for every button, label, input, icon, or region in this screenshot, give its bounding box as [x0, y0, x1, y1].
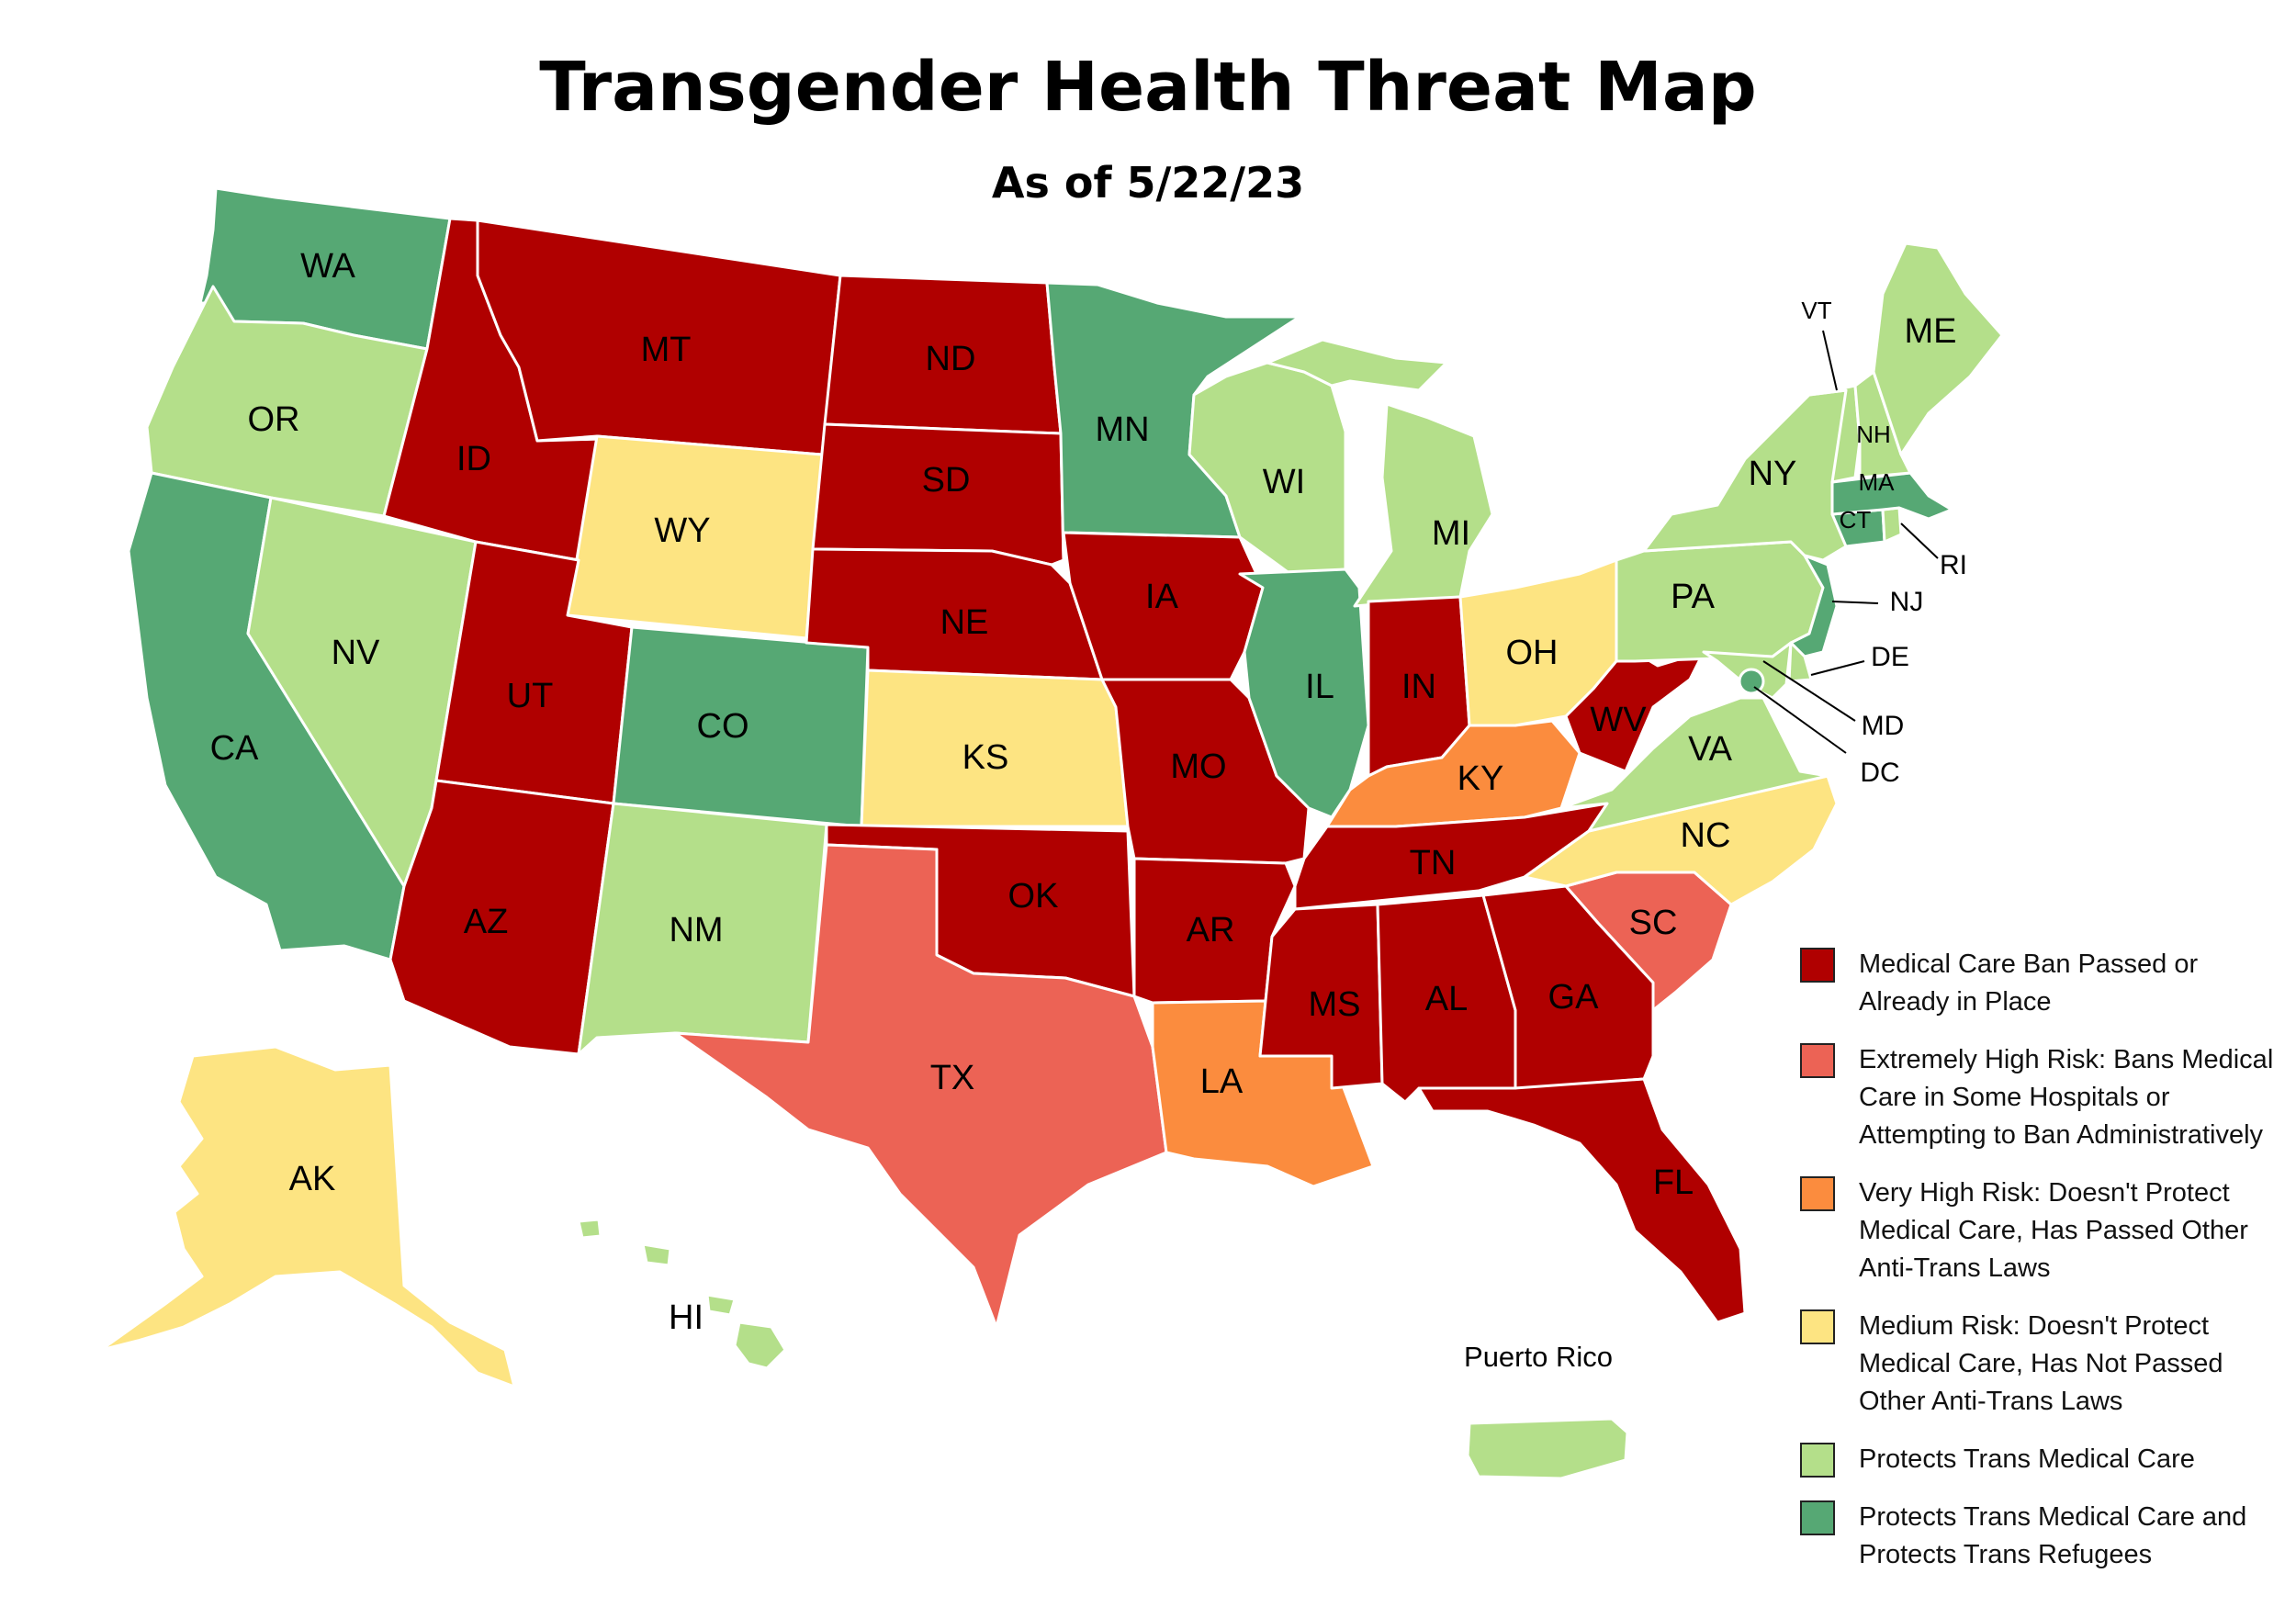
label-tx: TX — [930, 1059, 975, 1097]
legend-swatch-protects — [1800, 1443, 1835, 1478]
label-ar: AR — [1187, 911, 1235, 950]
state-FL[interactable] — [1417, 1077, 1747, 1324]
label-ok: OK — [1008, 877, 1059, 916]
label-nh: NH — [1856, 421, 1891, 448]
leader-vt — [1822, 330, 1838, 391]
label-la: LA — [1200, 1062, 1244, 1101]
label-wy: WY — [654, 511, 710, 550]
label-or: OR — [248, 400, 300, 439]
state-MI[interactable] — [1353, 402, 1494, 608]
label-ma: MA — [1859, 468, 1896, 496]
map-subtitle: As of 5/22/23 — [991, 158, 1305, 208]
state-MI-UP[interactable] — [1266, 338, 1448, 392]
state-IL[interactable] — [1238, 568, 1370, 819]
label-sc: SC — [1629, 904, 1678, 942]
legend-label-protects-refuge: Protects Trans Medical Care and Protects… — [1859, 1502, 2247, 1569]
label-mi: MI — [1432, 514, 1470, 553]
label-wa: WA — [300, 247, 355, 286]
legend-item-medium: Medium Risk: Doesn't Protect Medical Car… — [1800, 1308, 2287, 1421]
legend-item-very-high: Very High Risk: Doesn't Protect Medical … — [1800, 1174, 2287, 1287]
legend-item-extreme: Extremely High Risk: Bans Medical Care i… — [1800, 1041, 2287, 1154]
map-title: Transgender Health Threat Map — [539, 48, 1757, 127]
label-pa: PA — [1671, 578, 1716, 616]
legend-swatch-protects-refuge — [1800, 1500, 1835, 1535]
label-md: MD — [1862, 711, 1905, 741]
state-HI-maui[interactable] — [705, 1293, 737, 1317]
legend-swatch-medium — [1800, 1309, 1835, 1344]
state-AK[interactable] — [99, 1045, 516, 1388]
legend-item-protects-refuge: Protects Trans Medical Care and Protects… — [1800, 1499, 2287, 1574]
label-mo: MO — [1170, 747, 1226, 786]
label-ky: KY — [1458, 759, 1504, 798]
legend-swatch-very-high — [1800, 1176, 1835, 1211]
label-ut: UT — [507, 677, 554, 715]
label-ga: GA — [1548, 978, 1600, 1017]
label-ak: AK — [289, 1160, 336, 1198]
leader-de — [1810, 660, 1865, 676]
label-pr: Puerto Rico — [1464, 1341, 1613, 1373]
label-de: DE — [1871, 642, 1909, 672]
label-in: IN — [1401, 668, 1436, 706]
label-il: IL — [1305, 668, 1334, 706]
label-ia: IA — [1145, 578, 1179, 616]
label-nd: ND — [926, 340, 976, 378]
state-WI[interactable] — [1187, 361, 1347, 576]
label-fl: FL — [1653, 1163, 1694, 1202]
legend-item-protects: Protects Trans Medical Care — [1800, 1441, 2287, 1478]
state-HI-big[interactable] — [733, 1320, 787, 1370]
legend-swatch-extreme — [1800, 1043, 1835, 1078]
label-hi: HI — [669, 1298, 703, 1337]
label-nj: NJ — [1890, 587, 1924, 617]
state-HI-oahu[interactable] — [641, 1242, 672, 1267]
leader-dc — [1753, 686, 1847, 754]
label-mn: MN — [1095, 410, 1149, 449]
legend-item-ban: Medical Care Ban Passed or Already in Pl… — [1800, 946, 2287, 1021]
label-ks: KS — [962, 738, 1009, 777]
territory-PR[interactable] — [1466, 1417, 1629, 1480]
label-nc: NC — [1681, 816, 1731, 855]
legend-swatch-ban — [1800, 948, 1835, 983]
legend-label-very-high: Very High Risk: Doesn't Protect Medical … — [1859, 1178, 2248, 1283]
label-oh: OH — [1506, 634, 1559, 672]
legend-label-extreme: Extremely High Risk: Bans Medical Care i… — [1859, 1045, 2274, 1150]
label-vt: VT — [1801, 297, 1831, 324]
leader-nj — [1831, 601, 1879, 604]
label-mt: MT — [641, 331, 692, 369]
label-ct: CT — [1840, 506, 1872, 534]
state-RI[interactable] — [1881, 506, 1903, 544]
label-az: AZ — [464, 903, 509, 941]
legend-label-protects: Protects Trans Medical Care — [1859, 1444, 2195, 1474]
legend-label-medium: Medium Risk: Doesn't Protect Medical Car… — [1859, 1311, 2223, 1416]
label-va: VA — [1688, 730, 1733, 769]
legend: Medical Care Ban Passed or Already in Pl… — [1800, 946, 2287, 1594]
leader-md — [1762, 660, 1856, 722]
state-VA[interactable] — [1559, 696, 1829, 833]
state-OR[interactable] — [145, 285, 429, 518]
state-DE[interactable] — [1787, 641, 1813, 683]
label-dc: DC — [1860, 758, 1899, 788]
state-HI-kauai[interactable] — [577, 1218, 602, 1240]
state-MA[interactable] — [1830, 471, 1953, 521]
label-nm: NM — [669, 911, 723, 950]
label-al: AL — [1425, 980, 1468, 1018]
state-TX[interactable] — [673, 843, 1168, 1329]
label-nv: NV — [332, 634, 380, 672]
label-co: CO — [697, 707, 749, 746]
state-DC[interactable] — [1738, 668, 1765, 695]
label-id: ID — [456, 440, 491, 478]
leader-ri — [1900, 523, 1939, 559]
label-wi: WI — [1263, 463, 1305, 501]
legend-label-ban: Medical Care Ban Passed or Already in Pl… — [1859, 950, 2199, 1017]
label-me: ME — [1905, 312, 1957, 351]
label-ri: RI — [1940, 550, 1967, 580]
label-ms: MS — [1309, 985, 1361, 1024]
label-ne: NE — [940, 603, 989, 642]
label-ca: CA — [210, 729, 259, 768]
state-ME[interactable] — [1872, 242, 2004, 456]
label-ny: NY — [1749, 455, 1797, 493]
label-sd: SD — [922, 461, 971, 500]
label-tn: TN — [1410, 844, 1457, 882]
label-wv: WV — [1590, 701, 1647, 739]
